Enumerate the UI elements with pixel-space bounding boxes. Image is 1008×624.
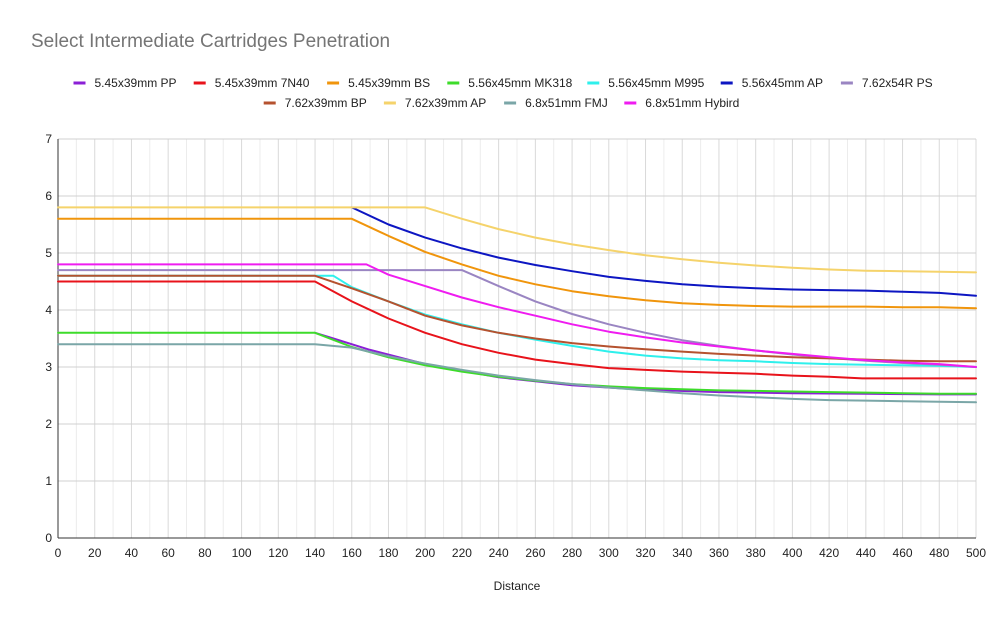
legend-swatch [720,81,733,85]
x-tick-label: 240 [489,546,509,560]
x-tick-label: 300 [599,546,619,560]
x-tick-label: 40 [125,546,139,560]
legend-swatch [447,81,460,85]
x-axis-title: Distance [494,579,541,593]
x-tick-label: 160 [342,546,362,560]
legend-swatch [193,81,206,85]
legend-label: 6.8x51mm FMJ [525,96,608,110]
legend-swatch [327,81,340,85]
x-tick-label: 60 [161,546,175,560]
x-tick-label: 380 [746,546,766,560]
series-line-10 [57,343,977,404]
y-tick-label: 4 [45,303,52,317]
legend-item[interactable]: 5.56x45mm M995 [587,76,705,90]
legend-label: 7.62x39mm AP [405,96,486,110]
x-tick-label: 260 [525,546,545,560]
legend-swatch [263,101,276,105]
axis-layer: 0 1 2 3 4 5 6 7 0 20 40 60 80 100 120 140 160 180 200 220 24… [45,132,986,560]
legend-item[interactable]: 7.62x39mm BP [263,96,367,110]
legend-item[interactable]: 6.8x51mm Hybird [624,96,739,110]
x-tick-label: 480 [929,546,949,560]
series-line-4 [57,331,977,395]
legend-item[interactable]: 5.45x39mm BS [327,76,430,90]
x-tick-label: 420 [819,546,839,560]
series-line-11 [57,263,977,368]
legend-swatch [587,81,600,85]
legend-label: 5.56x45mm M995 [608,76,704,90]
x-tick-label: 200 [415,546,435,560]
legend-label: 7.62x39mm BP [285,96,367,110]
x-tick-label: 280 [562,546,582,560]
legend-label: 6.8x51mm Hybird [645,96,739,110]
legend-item[interactable]: 5.56x45mm MK318 [447,76,573,90]
y-tick-label: 0 [45,531,52,545]
legend-item[interactable]: 7.62x54R PS [840,76,933,90]
series-layer [57,206,977,404]
legend-swatch [624,101,637,105]
legend-label: 5.45x39mm 7N40 [215,76,310,90]
legend-swatch [383,101,396,105]
legend-swatch [840,81,853,85]
grid-layer [57,138,977,539]
legend-label: 5.56x45mm MK318 [468,76,572,90]
chart-title: Select Intermediate Cartridges Penetrati… [31,31,391,52]
series-line-9 [57,206,977,274]
x-tick-label: 460 [893,546,913,560]
x-tick-label: 360 [709,546,729,560]
legend-item[interactable]: 5.45x39mm 7N40 [193,76,310,90]
x-tick-label: 80 [198,546,212,560]
x-tick-label: 340 [672,546,692,560]
x-tick-label: 120 [268,546,288,560]
legend-layer: 5.45x39mm PP 5.45x39mm 7N40 5.45x39mm BS 5.… [73,76,933,110]
series-line-2 [57,280,977,380]
x-tick-label: 20 [88,546,102,560]
y-tick-label: 2 [45,417,52,431]
legend-item[interactable]: 6.8x51mm FMJ [504,96,608,110]
x-tick-label: 140 [305,546,325,560]
y-tick-label: 5 [45,246,52,260]
x-tick-label: 440 [856,546,876,560]
x-tick-label: 500 [966,546,986,560]
series-line-6 [350,206,977,297]
y-tick-label: 6 [45,189,52,203]
legend-swatch [504,101,517,105]
legend-label: 5.45x39mm BS [348,76,430,90]
x-tick-label: 320 [636,546,656,560]
y-tick-label: 3 [45,360,52,374]
x-tick-label: 180 [378,546,398,560]
legend-label: 5.45x39mm PP [95,76,177,90]
y-tick-label: 1 [45,474,52,488]
legend-item[interactable]: 5.45x39mm PP [73,76,177,90]
legend-label: 5.56x45mm AP [742,76,823,90]
legend-item[interactable]: 7.62x39mm AP [383,96,486,110]
series-line-3 [57,217,977,310]
x-tick-label: 100 [232,546,252,560]
legend-swatch [73,81,86,85]
legend-item[interactable]: 5.56x45mm AP [720,76,823,90]
y-tick-label: 7 [45,132,52,146]
x-tick-label: 400 [782,546,802,560]
x-tick-label: 0 [55,546,62,560]
legend-label: 7.62x54R PS [862,76,933,90]
x-tick-label: 220 [452,546,472,560]
